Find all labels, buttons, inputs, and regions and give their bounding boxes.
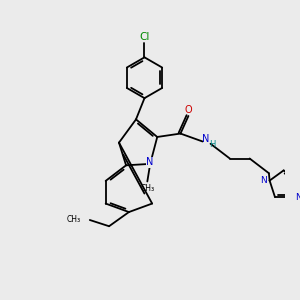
- Text: H: H: [209, 140, 216, 149]
- Text: O: O: [184, 105, 192, 115]
- Text: N: N: [202, 134, 210, 144]
- Text: Cl: Cl: [139, 32, 150, 42]
- Text: N: N: [295, 193, 300, 202]
- Text: CH₃: CH₃: [67, 215, 81, 224]
- Text: N: N: [260, 176, 267, 185]
- Text: CH₃: CH₃: [140, 184, 154, 193]
- Text: N: N: [146, 158, 154, 167]
